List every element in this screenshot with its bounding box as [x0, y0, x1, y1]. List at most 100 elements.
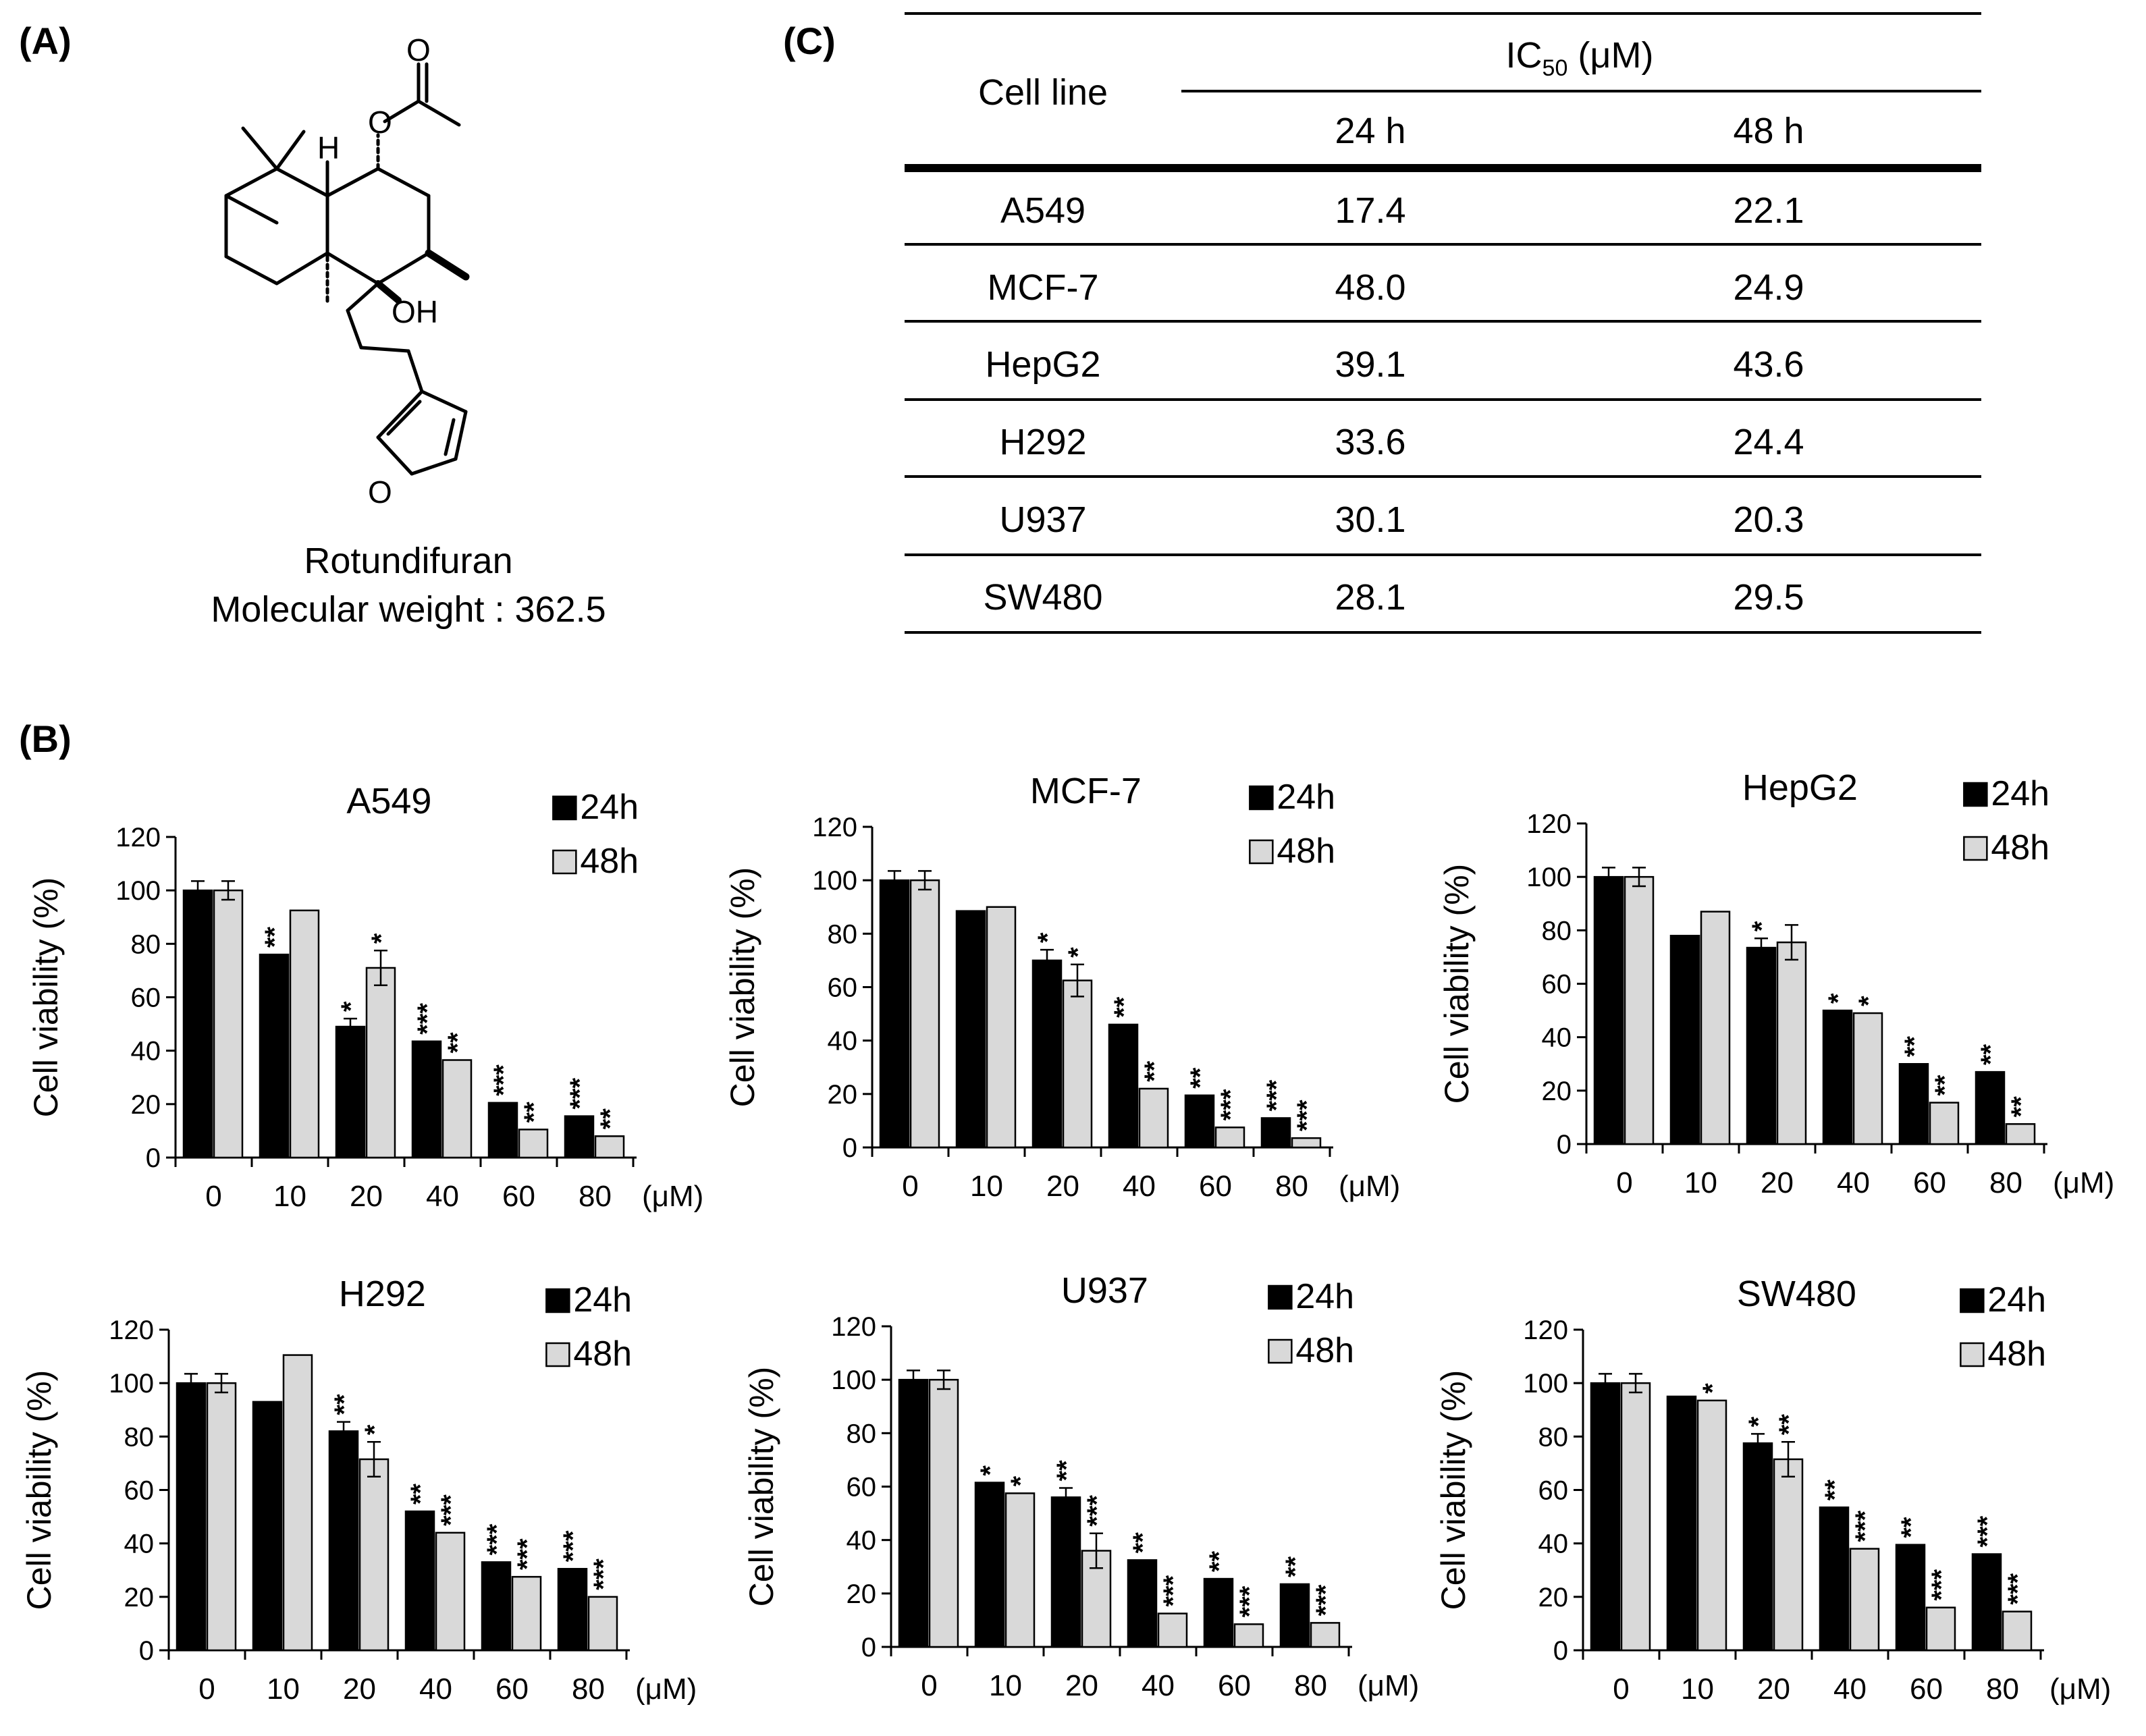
y-tick-label: 80 — [1542, 916, 1572, 946]
legend-swatch-24h — [545, 1288, 570, 1313]
ic50-cell-name: U937 — [999, 499, 1086, 540]
bar-48h — [358, 1458, 390, 1652]
significance-marker: ** — [1900, 1036, 1929, 1058]
carbonyl-oxygen-label: O — [406, 32, 431, 67]
y-tick-label: 120 — [831, 1312, 876, 1342]
x-tick-label: 0 — [205, 1180, 221, 1213]
bar-48h — [1004, 1492, 1036, 1648]
significance-marker: * — [336, 1001, 366, 1012]
ic50-value-48h: 24.9 — [1733, 267, 1804, 308]
significance-marker: *** — [1850, 1510, 1880, 1542]
panel-label-a: (A) — [19, 20, 72, 62]
significance-marker: * — [1063, 947, 1093, 958]
y-tick-label: 20 — [124, 1583, 155, 1612]
bar-48h — [909, 879, 940, 1149]
panel-label-c: (C) — [783, 20, 836, 62]
ic50-group-header: IC50 (μM) — [1506, 35, 1654, 81]
significance-marker: ** — [1128, 1532, 1158, 1554]
x-tick-label: 60 — [1910, 1673, 1943, 1706]
x-tick-label: 0 — [921, 1669, 937, 1702]
chart-sw480: SW480 Cell viability (%) 0 20 40 60 80 100 120 0 1… — [1434, 1274, 2111, 1706]
ic50-cell-name: SW480 — [983, 577, 1102, 618]
x-unit-label: (μM) — [2053, 1166, 2114, 1199]
x-tick-label: 20 — [343, 1673, 376, 1706]
bar-24h — [955, 910, 986, 1149]
bar-48h — [928, 1378, 959, 1648]
bar-24h — [335, 1025, 366, 1159]
y-tick-label: 40 — [124, 1529, 155, 1559]
significance-marker: ** — [443, 1032, 473, 1054]
bar-24h — [1975, 1070, 2006, 1145]
bar-24h — [564, 1115, 595, 1159]
y-axis-label: Cell viability (%) — [1438, 864, 1476, 1104]
bar-24h — [1971, 1553, 2002, 1652]
bar-24h — [1031, 959, 1063, 1149]
y-tick-label: 80 — [124, 1422, 155, 1452]
x-tick-label: 0 — [1613, 1673, 1629, 1706]
significance-marker: *** — [558, 1530, 588, 1562]
significance-marker: *** — [1292, 1100, 1322, 1131]
x-unit-label: (μM) — [635, 1673, 697, 1706]
x-tick-label: 80 — [1989, 1166, 2022, 1199]
bar-48h — [1062, 979, 1093, 1149]
ic50-value-24h: 33.6 — [1335, 422, 1405, 462]
legend-label-24h: 24h — [1277, 778, 1335, 817]
ic50-cell-name: MCF-7 — [988, 267, 1099, 308]
chart-title: SW480 — [1737, 1274, 1856, 1314]
rotundifuran-structure: O O H OH O — [224, 32, 470, 510]
significance-marker: *** — [565, 1078, 595, 1110]
chart-title: MCF-7 — [1030, 771, 1142, 811]
x-tick-label: 10 — [1684, 1166, 1717, 1199]
y-tick-label: 40 — [1538, 1529, 1569, 1559]
significance-marker: ** — [1281, 1556, 1310, 1577]
significance-marker: *** — [1927, 1569, 1956, 1601]
x-unit-label: (μM) — [1358, 1669, 1419, 1702]
legend-label-48h: 48h — [1277, 832, 1335, 871]
x-unit-label: (μM) — [1339, 1170, 1400, 1203]
x-tick-label: 80 — [1986, 1673, 2019, 1706]
molecule-name: Rotundifuran — [304, 541, 513, 581]
significance-marker: * — [1854, 996, 1883, 1006]
bar-48h — [1233, 1623, 1264, 1648]
x-tick-label: 20 — [1757, 1673, 1790, 1706]
bar-24h — [1108, 1023, 1139, 1149]
furan-oxygen-label: O — [368, 474, 392, 510]
bar-48h — [1157, 1612, 1188, 1648]
ic50-value-24h: 30.1 — [1335, 499, 1405, 540]
legend-swatch-24h — [1963, 782, 1988, 807]
y-tick-label: 80 — [847, 1419, 877, 1448]
chart-title: U937 — [1061, 1270, 1148, 1311]
legend-label-24h: 24h — [1295, 1277, 1354, 1316]
bar-48h — [1925, 1606, 1956, 1652]
bar-48h — [1138, 1087, 1169, 1149]
significance-marker: *** — [1082, 1495, 1112, 1527]
bar-24h — [259, 953, 290, 1159]
legend-label-48h: 48h — [580, 842, 639, 881]
significance-marker: * — [1747, 921, 1777, 931]
ic50-value-48h: 24.4 — [1733, 422, 1804, 462]
y-tick-label: 80 — [131, 929, 161, 959]
significance-marker: ** — [1774, 1414, 1804, 1436]
y-axis-label: Cell viability (%) — [724, 867, 761, 1108]
x-unit-label: (μM) — [2049, 1673, 2111, 1706]
legend-swatch-48h — [1960, 1342, 1985, 1367]
y-tick-label: 0 — [1557, 1130, 1572, 1160]
y-tick-label: 40 — [1542, 1023, 1572, 1053]
significance-marker: * — [1006, 1475, 1036, 1486]
significance-marker: ** — [1109, 996, 1139, 1018]
bar-24h — [1279, 1583, 1310, 1648]
x-unit-label: (μM) — [642, 1180, 703, 1213]
y-tick-label: 80 — [828, 919, 858, 949]
bar-48h — [1291, 1137, 1322, 1149]
bar-48h — [1620, 1382, 1651, 1652]
y-tick-label: 40 — [847, 1526, 877, 1556]
significance-marker: ** — [1896, 1517, 1926, 1538]
bar-48h — [365, 967, 396, 1159]
significance-marker: ** — [329, 1394, 359, 1415]
bar-24h — [1203, 1577, 1234, 1648]
x-tick-label: 60 — [495, 1673, 529, 1706]
x-tick-label: 60 — [1913, 1166, 1946, 1199]
significance-marker: ** — [406, 1484, 435, 1505]
x-tick-label: 40 — [1833, 1673, 1867, 1706]
significance-marker: *** — [1216, 1089, 1245, 1120]
